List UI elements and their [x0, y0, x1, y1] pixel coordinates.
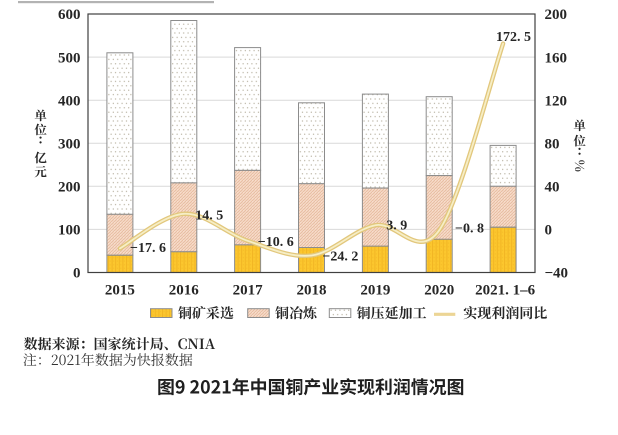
- svg-text:400: 400: [58, 93, 81, 109]
- svg-text:−40: −40: [545, 266, 569, 282]
- svg-text:300: 300: [58, 136, 81, 152]
- svg-text:172. 5: 172. 5: [496, 30, 531, 45]
- svg-text:500: 500: [58, 50, 81, 66]
- svg-text:2020: 2020: [424, 283, 454, 299]
- svg-text:2018: 2018: [297, 283, 327, 299]
- svg-text:14. 5: 14. 5: [195, 208, 223, 223]
- svg-text:2015: 2015: [105, 283, 135, 299]
- svg-text:2021. 1–6: 2021. 1–6: [475, 283, 536, 299]
- svg-text:0: 0: [73, 266, 81, 282]
- svg-text:120: 120: [545, 93, 568, 109]
- svg-text:3. 9: 3. 9: [386, 218, 407, 233]
- svg-text:−17. 6: −17. 6: [130, 241, 166, 256]
- svg-text:600: 600: [58, 7, 81, 23]
- svg-text:−10. 6: −10. 6: [258, 235, 294, 250]
- svg-text:40: 40: [545, 180, 560, 196]
- svg-text:2017: 2017: [233, 283, 264, 299]
- svg-text:160: 160: [545, 50, 568, 66]
- svg-text:2019: 2019: [360, 283, 390, 299]
- svg-text:200: 200: [545, 7, 568, 23]
- svg-text:0: 0: [545, 223, 553, 239]
- svg-text:200: 200: [58, 180, 81, 196]
- svg-text:−24. 2: −24. 2: [322, 249, 358, 264]
- svg-text:−0. 8: −0. 8: [455, 221, 484, 236]
- svg-text:80: 80: [545, 136, 560, 152]
- svg-text:100: 100: [58, 223, 81, 239]
- svg-text:2016: 2016: [169, 283, 200, 299]
